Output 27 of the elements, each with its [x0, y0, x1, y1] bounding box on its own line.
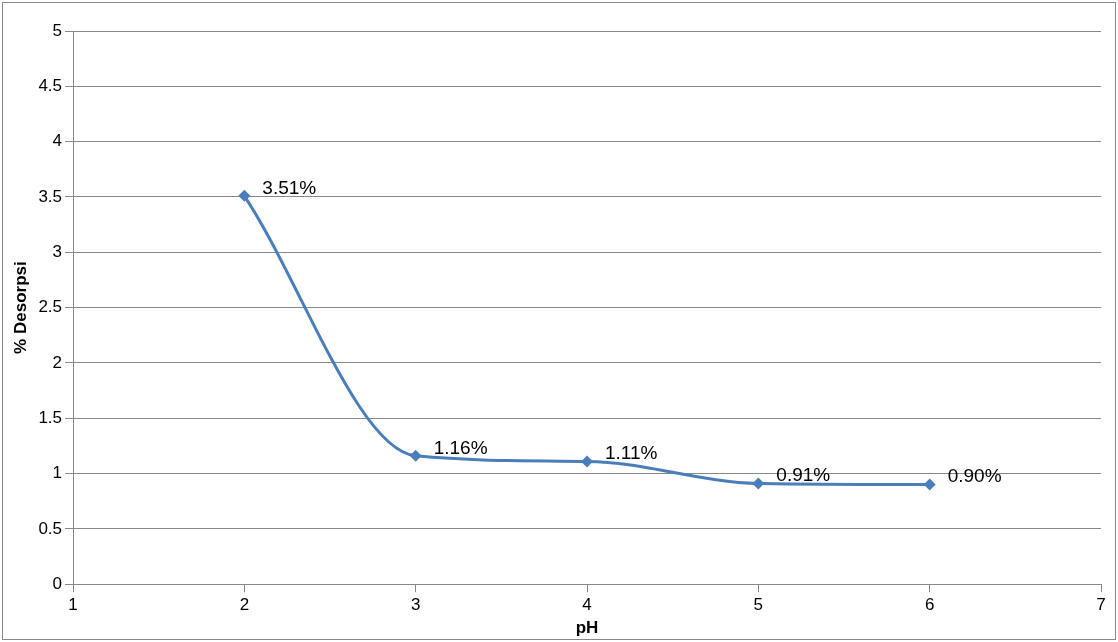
y-tick-label: 3: [52, 241, 63, 261]
data-label: 1.11%: [605, 442, 658, 464]
x-tick-label: 5: [753, 595, 764, 615]
y-tick-label: 0: [52, 573, 63, 593]
point: [238, 189, 251, 202]
y-tick-label: 1: [52, 463, 63, 483]
data-label: 3.51%: [262, 176, 317, 198]
y-tick-label: 2.5: [38, 297, 63, 317]
y-tick-label: 3.5: [38, 186, 63, 206]
x-axis-title: pH: [575, 618, 599, 638]
y-tick-label: 2: [52, 352, 63, 372]
y-axis-title: % Desorpsi: [10, 261, 30, 354]
y-tick-label: 1.5: [38, 407, 63, 427]
data-label: 0.90%: [947, 465, 1002, 487]
data-label: 1.16%: [433, 436, 488, 458]
y-tick-label: 4: [52, 131, 63, 151]
x-tick-label: 4: [582, 595, 592, 615]
y-tick-label: 4.5: [38, 76, 63, 96]
x-tick-label: 2: [239, 595, 250, 615]
x-tick-label: 1: [68, 595, 78, 615]
x-tick-label: 7: [1096, 595, 1106, 615]
data-label: 0.91%: [776, 464, 831, 486]
x-tick-label: 3: [410, 595, 421, 615]
y-tick-label: 5: [52, 20, 63, 40]
x-tick-label: 6: [924, 595, 935, 615]
y-tick-label: 0.5: [38, 518, 63, 538]
point: [409, 449, 422, 462]
